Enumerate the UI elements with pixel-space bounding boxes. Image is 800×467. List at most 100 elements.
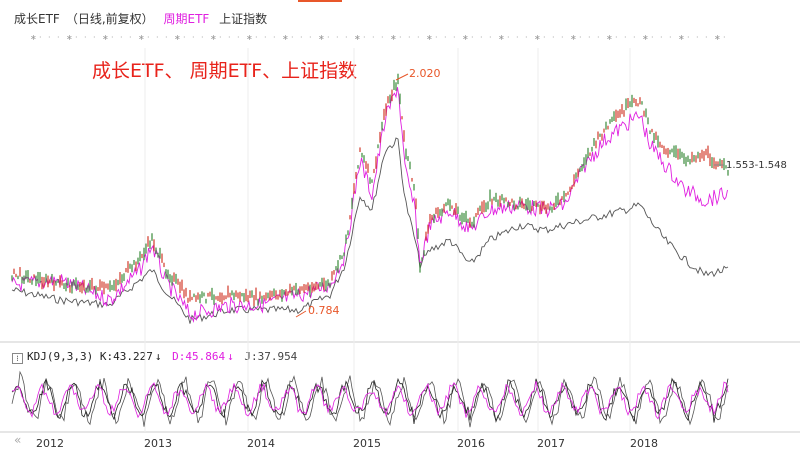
event-marker: · <box>84 33 87 42</box>
event-marker: · <box>579 33 582 42</box>
event-marker: · <box>489 33 492 42</box>
event-marker: · <box>669 33 672 42</box>
event-marker: · <box>165 33 168 42</box>
event-marker: ∗ <box>642 33 649 42</box>
event-marker: · <box>381 33 384 42</box>
kdj-toggle-icon[interactable]: ⁝ <box>12 353 23 364</box>
event-marker: · <box>561 33 564 42</box>
event-marker: ∗ <box>714 33 721 42</box>
event-marker: ∗ <box>606 33 613 42</box>
event-marker: · <box>372 33 375 42</box>
event-marker: ∗ <box>282 33 289 42</box>
event-marker: ∗ <box>66 33 73 42</box>
event-marker: ∗ <box>246 33 253 42</box>
annotation-leader <box>295 310 307 318</box>
event-marker: · <box>39 33 42 42</box>
x-tick-label: 2016 <box>457 437 485 450</box>
event-marker: · <box>237 33 240 42</box>
event-marker: · <box>624 33 627 42</box>
event-marker: · <box>705 33 708 42</box>
event-marker: · <box>408 33 411 42</box>
event-marker: · <box>417 33 420 42</box>
kdj-d-line <box>11 381 729 420</box>
kdj-j-line <box>11 370 729 428</box>
event-marker: · <box>453 33 456 42</box>
arrow-down-icon: ↓ <box>154 350 162 363</box>
arrow-down-icon: ↓ <box>227 350 234 363</box>
x-tick-label: 2012 <box>36 437 64 450</box>
event-marker: · <box>48 33 51 42</box>
event-marker: ∗ <box>390 33 397 42</box>
event-marker: ∗ <box>30 33 37 42</box>
x-tick-label: 2013 <box>144 437 172 450</box>
event-marker: ∗ <box>498 33 505 42</box>
top-bar <box>0 0 800 8</box>
event-marker: · <box>552 33 555 42</box>
scroll-left-icon[interactable]: « <box>14 433 22 447</box>
event-marker: · <box>264 33 267 42</box>
chart-overlay-title: 成长ETF、 周期ETF、上证指数 <box>92 60 358 82</box>
event-marker: ∗ <box>318 33 325 42</box>
event-marker: · <box>471 33 474 42</box>
legend-index: 上证指数 <box>219 12 268 26</box>
event-marker: · <box>57 33 60 42</box>
event-marker: ∗ <box>534 33 541 42</box>
event-marker: · <box>363 33 366 42</box>
event-marker: · <box>525 33 528 42</box>
chart-legend: 成长ETF （日线,前复权） 周期ETF 上证指数 <box>14 10 273 27</box>
event-marker: ∗ <box>462 33 469 42</box>
event-marker: · <box>309 33 312 42</box>
event-marker: · <box>93 33 96 42</box>
series-index-line <box>11 137 729 324</box>
kdj-d-value: D:45.864 <box>172 350 226 363</box>
annotation-high: 2.020 <box>409 67 441 80</box>
event-marker: · <box>183 33 186 42</box>
event-marker: · <box>336 33 339 42</box>
event-marker: · <box>660 33 663 42</box>
event-marker: · <box>120 33 123 42</box>
x-tick-label: 2017 <box>537 437 565 450</box>
x-tick-label: 2014 <box>247 437 275 450</box>
legend-growth: 成长ETF <box>14 12 60 26</box>
event-marker: · <box>255 33 258 42</box>
kdj-k-value: K:43.227 <box>99 350 153 363</box>
event-marker: · <box>507 33 510 42</box>
event-marker: ∗ <box>102 33 109 42</box>
event-marker: · <box>111 33 114 42</box>
event-marker: · <box>723 33 726 42</box>
event-marker: ∗ <box>174 33 181 42</box>
event-marker: · <box>228 33 231 42</box>
kdj-readout: ⁝ KDJ(9,3,3) K:43.227 ↓ D:45.864 ↓ J:37.954 <box>12 350 297 364</box>
x-tick-label: 2018 <box>630 437 658 450</box>
event-marker: · <box>651 33 654 42</box>
event-marker: · <box>219 33 222 42</box>
event-marker: · <box>615 33 618 42</box>
kdj-j-value: J:37.954 <box>244 350 298 363</box>
event-marker: ∗ <box>138 33 145 42</box>
annotation-latest: 1.553-1.548 <box>726 160 787 171</box>
event-marker: · <box>399 33 402 42</box>
event-marker: · <box>291 33 294 42</box>
event-marker: · <box>696 33 699 42</box>
annotation-low: 0.784 <box>308 304 340 317</box>
event-marker: · <box>687 33 690 42</box>
top-accent <box>298 0 342 2</box>
event-marker: · <box>516 33 519 42</box>
annotation-leader <box>395 73 409 81</box>
event-marker: · <box>633 33 636 42</box>
event-marker: ∗ <box>426 33 433 42</box>
event-marker: · <box>300 33 303 42</box>
event-marker: ∗ <box>210 33 217 42</box>
event-marker: ∗ <box>354 33 361 42</box>
event-marker: · <box>129 33 132 42</box>
kdj-k-line <box>11 377 729 425</box>
event-marker: · <box>147 33 150 42</box>
event-marker: · <box>345 33 348 42</box>
series-cycle-line <box>11 87 728 324</box>
kdj-label: KDJ(9,3,3) <box>27 350 94 363</box>
event-marker: · <box>543 33 546 42</box>
event-marker: · <box>75 33 78 42</box>
event-marker: · <box>273 33 276 42</box>
event-marker: · <box>201 33 204 42</box>
